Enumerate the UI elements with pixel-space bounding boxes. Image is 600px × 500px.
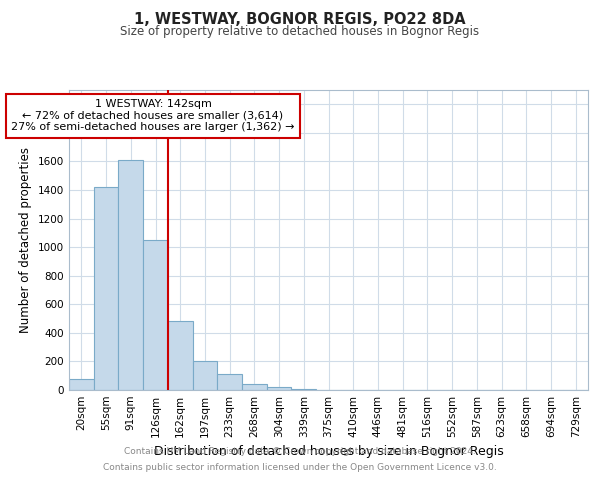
Bar (217, 374, 242, 390)
Y-axis label: Number of detached properties: Number of detached properties (19, 147, 32, 333)
Bar (292, 389, 316, 390)
Bar (143, 240, 168, 390)
Bar (193, 362, 217, 390)
Bar (94, 187, 118, 390)
Text: Contains HM Land Registry data © Crown copyright and database right 2024.: Contains HM Land Registry data © Crown c… (124, 448, 476, 456)
Text: Contains public sector information licensed under the Open Government Licence v3: Contains public sector information licen… (103, 462, 497, 471)
Bar (267, 387, 292, 390)
Bar (69, 378, 94, 390)
Bar (242, 384, 267, 390)
Bar (168, 322, 193, 390)
Text: 1 WESTWAY: 142sqm
← 72% of detached houses are smaller (3,614)
27% of semi-detac: 1 WESTWAY: 142sqm ← 72% of detached hous… (11, 99, 295, 132)
Text: Size of property relative to detached houses in Bognor Regis: Size of property relative to detached ho… (121, 25, 479, 38)
Text: 1, WESTWAY, BOGNOR REGIS, PO22 8DA: 1, WESTWAY, BOGNOR REGIS, PO22 8DA (134, 12, 466, 28)
X-axis label: Distribution of detached houses by size in Bognor Regis: Distribution of detached houses by size … (154, 446, 503, 458)
Bar (118, 160, 143, 390)
